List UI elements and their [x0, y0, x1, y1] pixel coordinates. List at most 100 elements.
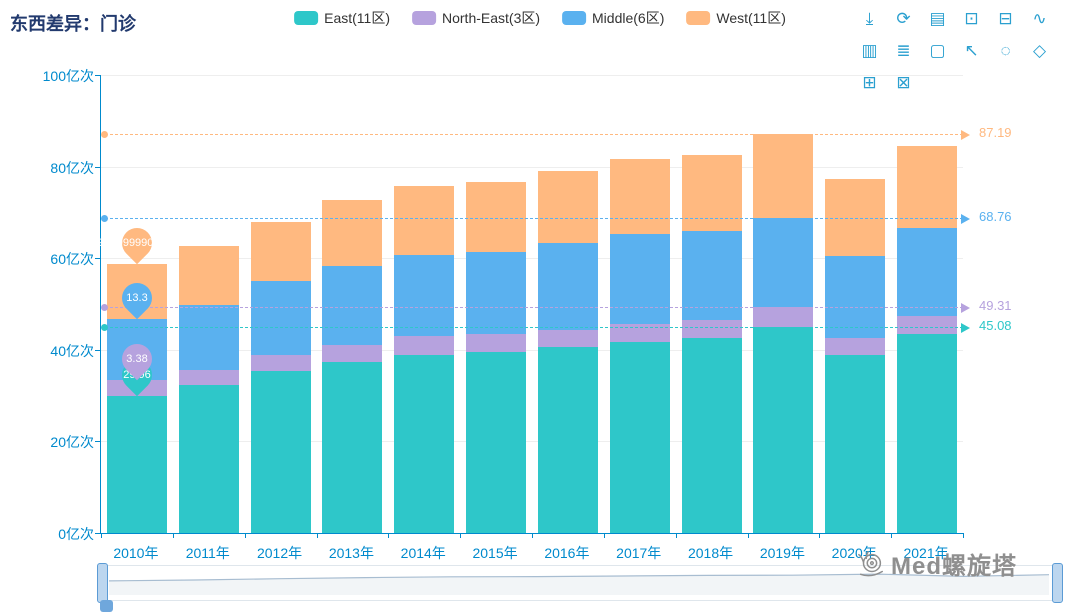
bar-segment[interactable]	[250, 354, 311, 371]
legend: East(11区) North-East(3区) Middle(6区) West(11…	[294, 8, 786, 28]
bar-segment[interactable]	[609, 158, 670, 234]
watermark-text: Med螺旋塔	[891, 553, 1017, 580]
bar-segment[interactable]	[609, 233, 670, 325]
datazoom-right-handle[interactable]	[1052, 563, 1063, 603]
bar-segment[interactable]	[825, 354, 886, 533]
bar-segment[interactable]	[753, 326, 814, 533]
bar-segment[interactable]	[681, 231, 742, 321]
x-axis-tick	[819, 533, 821, 538]
stack-icon[interactable]: ≣	[896, 41, 911, 60]
bar-segment[interactable]	[178, 304, 239, 370]
mark-line-dot-icon	[101, 304, 108, 312]
bar-segment[interactable]	[825, 255, 886, 338]
bar-segment[interactable]	[825, 178, 886, 256]
zoom-window-icon[interactable]: ⊡	[964, 9, 979, 28]
bar-segment[interactable]	[466, 251, 527, 335]
clear-brush-icon[interactable]: ⊞	[862, 73, 877, 92]
bar-segment[interactable]	[250, 370, 311, 533]
legend-item-4[interactable]: West(11区)	[686, 8, 786, 28]
bar-segment[interactable]	[681, 155, 742, 232]
x-axis-label: 2018年	[687, 545, 734, 561]
y-axis-tick	[95, 533, 101, 534]
y-axis-label: 20亿次	[50, 434, 94, 451]
bar-segment[interactable]	[897, 315, 958, 335]
x-axis-label: 2015年	[472, 545, 518, 561]
legend-item-3[interactable]: Middle(6区)	[562, 8, 664, 28]
line-chart-icon[interactable]: ∿	[1032, 9, 1047, 28]
polygon-brush-icon[interactable]: ◇	[1032, 41, 1047, 60]
x-axis-tick	[675, 533, 677, 538]
bar-segment[interactable]	[322, 265, 383, 346]
bar-segment[interactable]	[897, 145, 958, 228]
legend-label: East(11区)	[324, 10, 390, 26]
save-image-icon[interactable]: ⤓	[865, 9, 874, 28]
datazoom-left-handle[interactable]	[97, 563, 108, 603]
mark-line	[101, 303, 970, 314]
exit-brush-icon[interactable]: ⊠	[896, 73, 911, 92]
bar-segment[interactable]	[394, 354, 455, 533]
bar-segment[interactable]	[609, 324, 670, 342]
mark-line-label: 49.31	[979, 298, 1012, 314]
restore-icon[interactable]: ⟳	[896, 9, 911, 28]
bar-segment[interactable]	[537, 171, 598, 244]
bar-segment[interactable]	[897, 334, 958, 533]
legend-item-1[interactable]: East(11区)	[294, 8, 390, 28]
bar-segment[interactable]	[250, 222, 311, 282]
bar-segment[interactable]	[178, 245, 239, 305]
bar-segment[interactable]	[394, 185, 455, 255]
bar-segment[interactable]	[609, 342, 670, 533]
bar-segment[interactable]	[106, 395, 167, 533]
bar-segment[interactable]	[322, 362, 383, 533]
bar-segment[interactable]	[250, 281, 311, 355]
bar-segment[interactable]	[537, 330, 598, 348]
mark-line	[101, 322, 970, 333]
x-axis-label: 2017年	[616, 545, 662, 561]
datazoom-slider[interactable]	[97, 563, 1063, 603]
data-view-icon[interactable]: ▤	[929, 9, 946, 28]
bar-segment[interactable]	[537, 243, 598, 331]
bar-segment[interactable]	[394, 336, 455, 355]
y-axis-label: 40亿次	[50, 342, 94, 359]
bar-segment[interactable]	[178, 385, 239, 533]
x-axis-tick	[963, 533, 964, 538]
bar-segment[interactable]	[825, 337, 886, 355]
bar-segment[interactable]	[178, 369, 239, 386]
mark-line-dot-icon	[101, 215, 108, 223]
bar-segment[interactable]	[753, 133, 814, 219]
x-axis-label: 2014年	[400, 545, 446, 561]
gridline	[101, 166, 963, 168]
legend-marker-icon	[294, 11, 319, 25]
legend-item-2[interactable]: North-East(3区)	[411, 8, 540, 28]
bar-chart-icon[interactable]: ▥	[861, 41, 878, 60]
y-axis-tick	[95, 166, 101, 168]
bar-segment[interactable]	[466, 352, 527, 533]
mark-line-arrow-icon	[961, 214, 970, 225]
bar-segment[interactable]	[394, 254, 455, 337]
watermark: Med螺旋塔	[856, 546, 1017, 581]
y-axis-tick	[95, 258, 101, 260]
x-axis-tick	[891, 533, 893, 538]
mark-line-arrow-icon	[961, 322, 970, 333]
mark-line-label: 45.08	[979, 317, 1012, 333]
x-axis-label: 2019年	[759, 545, 805, 561]
bar-segment[interactable]	[322, 345, 383, 363]
x-axis-tick	[388, 533, 390, 538]
bar-segment[interactable]	[537, 347, 598, 533]
bar-segment[interactable]	[466, 182, 527, 252]
bar-segment[interactable]	[897, 227, 958, 316]
bar-segment[interactable]	[322, 200, 383, 266]
mark-line-label: 68.76	[979, 209, 1012, 225]
bar-segment[interactable]	[466, 334, 527, 353]
bar-segment[interactable]	[681, 320, 742, 338]
zoom-reset-icon[interactable]: ⊟	[998, 9, 1013, 28]
circle-brush-icon[interactable]: ◌	[1000, 41, 1011, 60]
rect-brush-icon[interactable]: ▢	[929, 41, 946, 60]
bar-segment[interactable]	[753, 307, 814, 327]
datazoom-corner-handle[interactable]	[100, 600, 113, 612]
mark-line-arrow-icon	[961, 129, 970, 140]
bar-segment[interactable]	[753, 218, 814, 308]
mark-line-label: 87.19	[979, 124, 1012, 140]
bar-segment[interactable]	[681, 337, 742, 533]
lasso-brush-icon[interactable]: ↖	[964, 41, 979, 60]
